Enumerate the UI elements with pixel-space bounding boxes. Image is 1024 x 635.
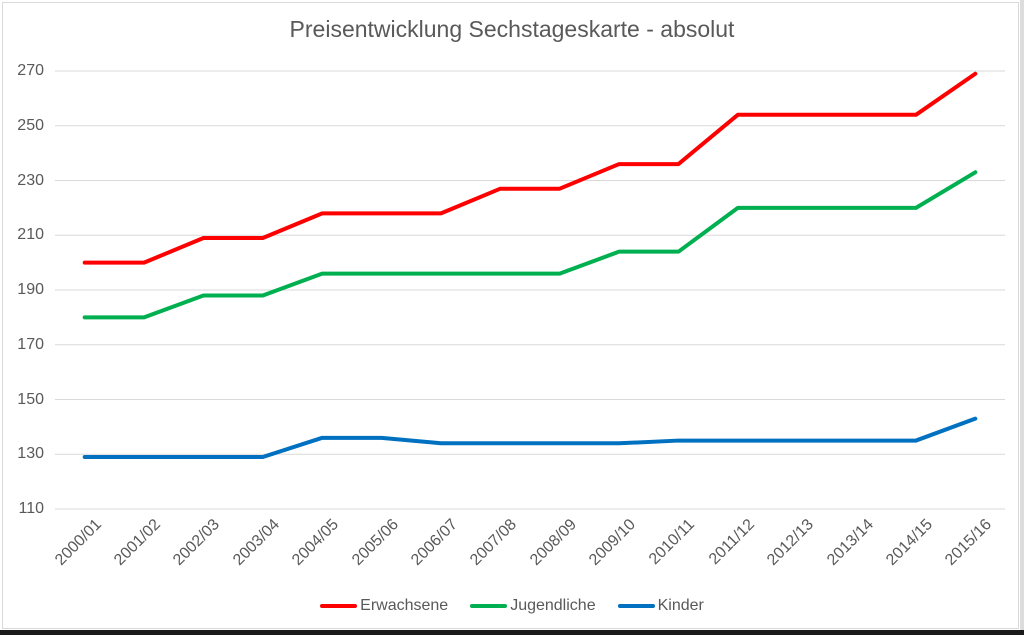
legend-line-marker-green xyxy=(470,604,508,608)
legend-item-erwachsene[interactable]: Erwachsene xyxy=(320,597,448,615)
series-line-jugendliche[interactable] xyxy=(82,170,978,320)
legend-label: Jugendliche xyxy=(510,597,596,614)
legend-label: Erwachsene xyxy=(360,597,449,614)
legend-item-kinder[interactable]: Kinder xyxy=(617,597,704,615)
chart-title: Preisentwicklung Sechstageskarte - absol… xyxy=(289,16,735,42)
legend-item-jugendliche[interactable]: Jugendliche xyxy=(470,597,596,615)
legend-line-marker-red xyxy=(320,604,358,608)
y-axis-label: 230 xyxy=(17,171,44,189)
legend-line-marker-blue xyxy=(617,604,655,608)
bottom-black-bar xyxy=(0,630,1024,635)
y-axis-label: 270 xyxy=(17,62,44,79)
y-axis-label: 210 xyxy=(17,226,44,244)
legend-label: Kinder xyxy=(657,597,704,614)
y-axis-label: 110 xyxy=(18,500,44,517)
series-line-kinder[interactable] xyxy=(82,416,978,459)
legend: Erwachsene Jugendliche Kinder xyxy=(0,595,1024,617)
y-axis-label: 130 xyxy=(17,445,44,463)
y-axis-label: 170 xyxy=(17,335,44,353)
y-axis-label: 150 xyxy=(17,390,44,408)
y-axis-label: 250 xyxy=(17,116,44,134)
y-axis-label: 190 xyxy=(17,281,44,298)
series-line-erwachsene[interactable] xyxy=(82,71,978,265)
window-edge-strip xyxy=(1020,0,1024,630)
